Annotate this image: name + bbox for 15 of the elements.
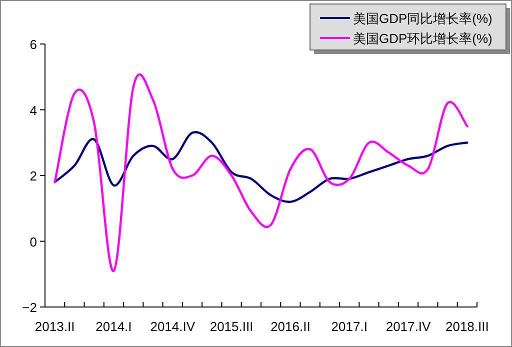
legend-label: 美国GDP同比增长率(%) [353,11,492,26]
xtick: 2018.III [446,319,489,334]
ytick: 0 [30,234,37,250]
xtick: 2014.IV [150,319,196,334]
xtick: 2014.I [96,319,132,334]
xtick: 2013.II [34,319,75,334]
ytick: 4 [30,102,37,118]
xtick: 2017.I [331,319,368,334]
xtick: 2017.IV [386,319,431,334]
ytick: −2 [22,300,37,315]
ytick: 2 [30,168,37,184]
xtick: 2016.II [270,319,310,334]
xtick: 2015.III [210,319,254,334]
legend-label: 美国GDP环比增长率(%) [353,31,492,46]
ytick: 6 [30,37,37,52]
